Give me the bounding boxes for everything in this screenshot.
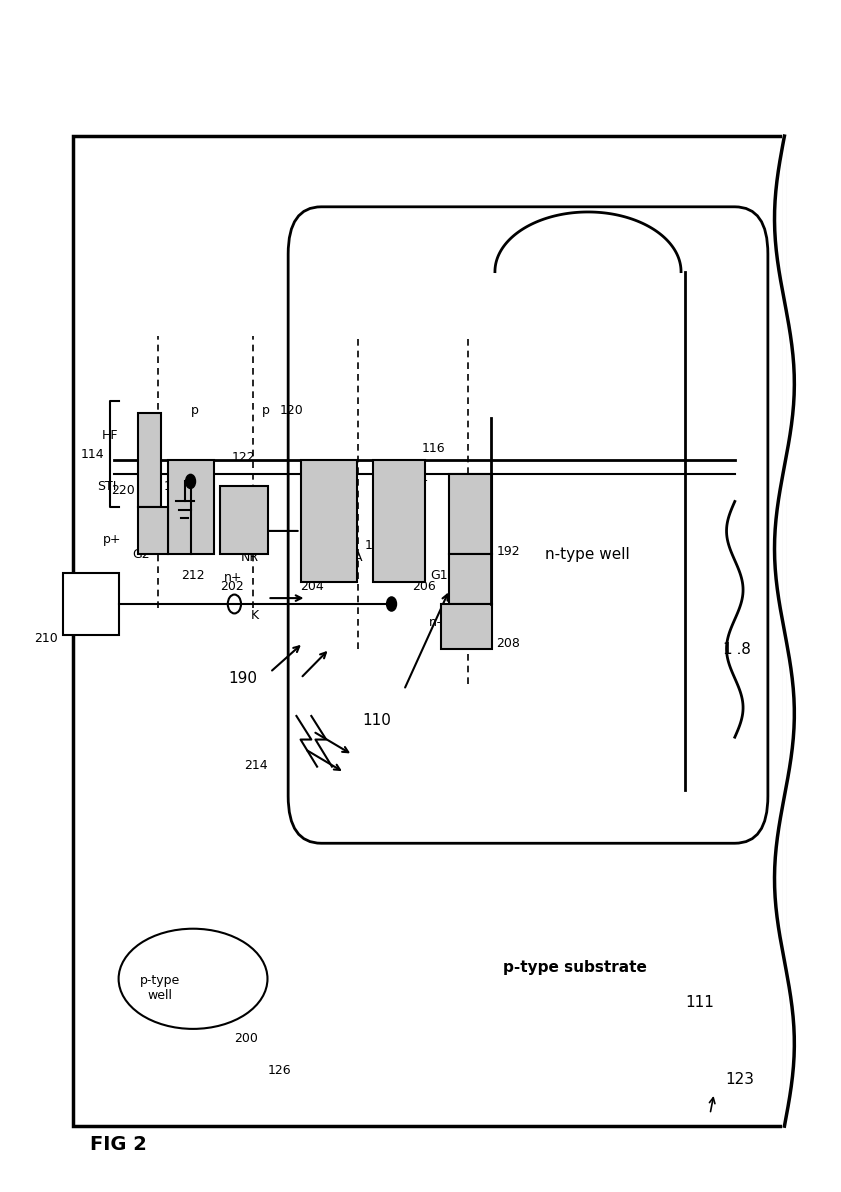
Text: G2: G2 [132, 548, 150, 561]
Text: NR: NR [241, 551, 259, 564]
Bar [449, 554, 493, 604]
Text: 120: 120 [280, 403, 304, 416]
Text: K: K [251, 608, 259, 621]
Text: 114: 114 [81, 448, 104, 461]
Text: p-type
well: p-type well [140, 973, 180, 1001]
Circle shape [387, 597, 396, 611]
FancyBboxPatch shape [288, 207, 768, 844]
Text: 126: 126 [267, 1063, 291, 1076]
Text: n-type well: n-type well [545, 547, 629, 563]
Text: 111: 111 [685, 995, 714, 1010]
Bar [373, 460, 426, 582]
Text: 123: 123 [725, 1072, 754, 1087]
Text: 210: 210 [34, 632, 58, 645]
Bar [73, 137, 785, 1126]
Bar [138, 414, 161, 508]
Text: HF: HF [102, 429, 119, 442]
Text: STI: STI [97, 480, 116, 493]
Text: 124: 124 [364, 539, 388, 552]
Bar [300, 460, 357, 582]
Text: G1: G1 [430, 569, 447, 582]
Text: 196: 196 [218, 522, 241, 535]
Text: n+: n+ [224, 571, 242, 584]
Bar [220, 486, 268, 554]
Text: 220: 220 [111, 484, 135, 496]
Text: p+: p+ [410, 474, 429, 488]
Text: 194: 194 [164, 480, 188, 493]
Text: 110: 110 [362, 712, 391, 727]
Text: n+: n+ [429, 615, 447, 628]
Bar [442, 604, 493, 648]
Text: 202: 202 [220, 581, 244, 594]
Ellipse shape [119, 929, 267, 1029]
Text: 208: 208 [496, 637, 521, 650]
Text: A: A [354, 551, 362, 564]
Text: 122: 122 [232, 451, 256, 464]
Text: p-type substrate: p-type substrate [503, 960, 647, 975]
Bar [168, 460, 214, 554]
Text: p+: p+ [103, 533, 121, 546]
Bar [138, 508, 168, 554]
Text: 116: 116 [421, 442, 445, 455]
Text: 204: 204 [300, 581, 325, 594]
Bar [449, 474, 493, 554]
Text: 190: 190 [229, 671, 257, 685]
Text: 118: 118 [722, 641, 751, 657]
Text: p: p [262, 403, 270, 416]
Text: 212: 212 [181, 569, 204, 582]
Text: 214: 214 [244, 759, 267, 772]
Text: 206: 206 [412, 581, 436, 594]
Text: 192: 192 [496, 545, 521, 558]
Bar [63, 573, 119, 635]
Text: p: p [191, 403, 198, 416]
Circle shape [186, 474, 195, 489]
Text: 200: 200 [235, 1031, 258, 1044]
Text: FIG 2: FIG 2 [90, 1135, 146, 1154]
